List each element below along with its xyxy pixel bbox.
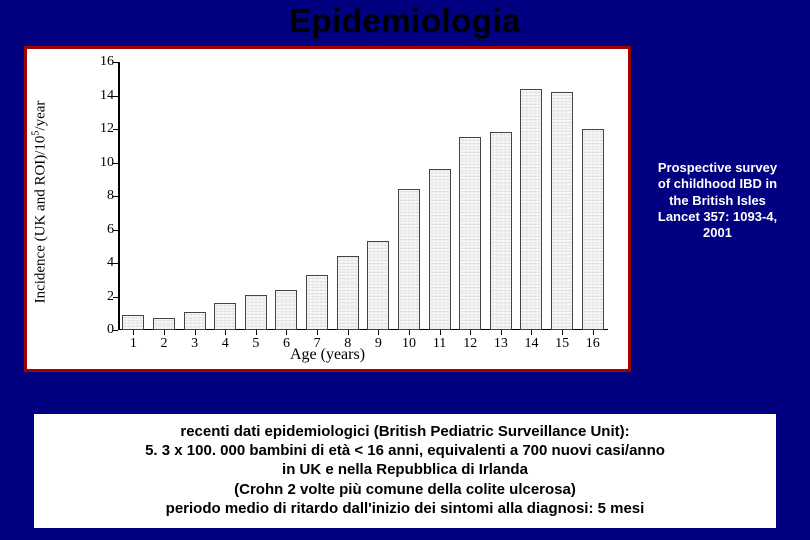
y-tick-label: 4 <box>90 255 114 271</box>
x-tick-label: 6 <box>283 336 290 352</box>
citation-line: Lancet 357: 1093-4, <box>640 209 795 225</box>
x-tick-label: 12 <box>463 336 477 352</box>
x-tick-label: 7 <box>314 336 321 352</box>
y-tick-label: 6 <box>90 222 114 238</box>
citation-line: Prospective survey <box>640 160 795 176</box>
citation-line: of childhood IBD in <box>640 176 795 192</box>
bar <box>184 312 206 330</box>
x-tick-label: 13 <box>494 336 508 352</box>
bar <box>214 303 236 330</box>
x-tick-label: 14 <box>524 336 538 352</box>
y-tick-label: 2 <box>90 289 114 305</box>
plot-area <box>118 62 608 330</box>
x-tick-label: 5 <box>252 336 259 352</box>
y-tick-label: 12 <box>90 121 114 137</box>
bar <box>490 132 512 330</box>
x-tick-label: 16 <box>586 336 600 352</box>
y-tick-label: 8 <box>90 188 114 204</box>
summary-box: recenti dati epidemiologici (British Ped… <box>34 414 776 528</box>
x-tick-label: 11 <box>433 336 446 352</box>
summary-line: in UK e nella Repubblica di Irlanda <box>40 460 770 479</box>
citation-line: the British Isles <box>640 193 795 209</box>
x-tick-label: 15 <box>555 336 569 352</box>
y-tick-label: 10 <box>90 155 114 171</box>
bar <box>306 275 328 330</box>
y-tick-label: 0 <box>90 322 114 338</box>
summary-line: 5. 3 x 100. 000 bambini di età < 16 anni… <box>40 441 770 460</box>
chart-frame: Incidence (UK and ROI)/105/year Age (yea… <box>24 46 631 372</box>
citation-line: 2001 <box>640 225 795 241</box>
chart-inner: Incidence (UK and ROI)/105/year Age (yea… <box>30 52 625 366</box>
bar <box>520 89 542 330</box>
y-tick-label: 14 <box>90 88 114 104</box>
y-axis-label: Incidence (UK and ROI)/105/year <box>31 101 50 304</box>
x-tick-label: 2 <box>160 336 167 352</box>
page-title: Epidemiologia <box>0 2 810 40</box>
bar <box>245 295 267 330</box>
x-axis-label: Age (years) <box>290 346 365 364</box>
bar <box>337 256 359 330</box>
summary-line: recenti dati epidemiologici (British Ped… <box>40 422 770 441</box>
summary-line: periodo medio di ritardo dall'inizio dei… <box>40 499 770 518</box>
bar <box>429 169 451 330</box>
x-tick-label: 1 <box>130 336 137 352</box>
x-tick-label: 8 <box>344 336 351 352</box>
bar <box>582 129 604 330</box>
citation-note: Prospective survey of childhood IBD in t… <box>640 160 795 241</box>
x-tick-label: 10 <box>402 336 416 352</box>
x-tick-label: 9 <box>375 336 382 352</box>
bar <box>122 315 144 330</box>
bar <box>153 318 175 330</box>
bar <box>398 189 420 330</box>
bar <box>367 241 389 330</box>
x-tick-label: 4 <box>222 336 229 352</box>
bar <box>275 290 297 330</box>
bar <box>459 137 481 330</box>
bar <box>551 92 573 330</box>
x-tick-label: 3 <box>191 336 198 352</box>
summary-line: (Crohn 2 volte più comune della colite u… <box>40 480 770 499</box>
y-tick-label: 16 <box>90 54 114 70</box>
